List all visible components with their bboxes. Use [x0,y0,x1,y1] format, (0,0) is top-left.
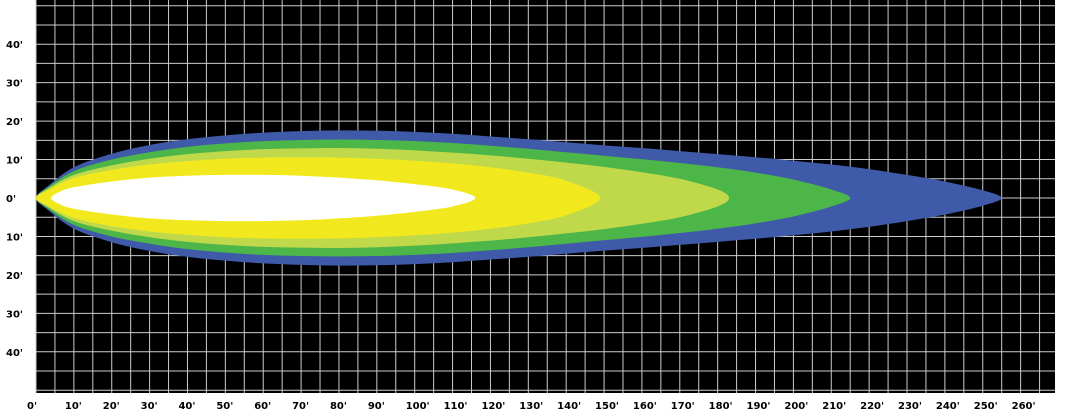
x-tick-label: 90' [368,401,385,412]
x-tick-label: 230' [898,401,922,412]
x-tick-label: 100' [406,401,430,412]
x-tick-label: 20' [103,401,120,412]
y-tick-label: 10' [6,156,23,167]
x-tick-label: 70' [292,401,309,412]
x-tick-label: 250' [974,401,998,412]
x-tick-label: 170' [671,401,695,412]
x-tick-label: 120' [481,401,505,412]
x-tick-label: 160' [633,401,657,412]
y-tick-label: 40' [6,348,23,359]
x-tick-label: 200' [784,401,808,412]
y-tick-label: 10' [6,232,23,243]
x-tick-labels: 0' 10' 20' 30' 40' 50' 60' 70' 80' 90' 100' 110' 120… [27,401,1036,412]
x-tick-label: 0' [27,401,37,412]
x-tick-label: 80' [330,401,347,412]
x-tick-label: 40' [178,401,195,412]
x-tick-label: 210' [822,401,846,412]
x-tick-label: 30' [141,401,158,412]
x-tick-label: 10' [65,401,82,412]
y-tick-label: 40' [6,40,23,51]
x-tick-label: 130' [519,401,543,412]
x-tick-label: 180' [709,401,733,412]
y-tick-label: 30' [6,309,23,320]
y-tick-labels: 40' 30' 20' 10' 0' 10' 20' 30' 40' [6,40,23,359]
y-tick-label: 20' [6,117,23,128]
y-tick-label: 20' [6,271,23,282]
x-tick-label: 50' [216,401,233,412]
beam-series [36,130,1002,266]
x-tick-label: 60' [254,401,271,412]
x-tick-label: 140' [557,401,581,412]
beam-zone-5 [51,174,476,222]
x-tick-label: 240' [936,401,960,412]
y-tick-label: 30' [6,79,23,90]
x-tick-label: 260' [1012,401,1036,412]
x-tick-label: 110' [444,401,468,412]
x-tick-label: 190' [747,401,771,412]
y-tick-label: 0' [6,194,16,205]
x-tick-label: 220' [860,401,884,412]
x-tick-label: 150' [595,401,619,412]
